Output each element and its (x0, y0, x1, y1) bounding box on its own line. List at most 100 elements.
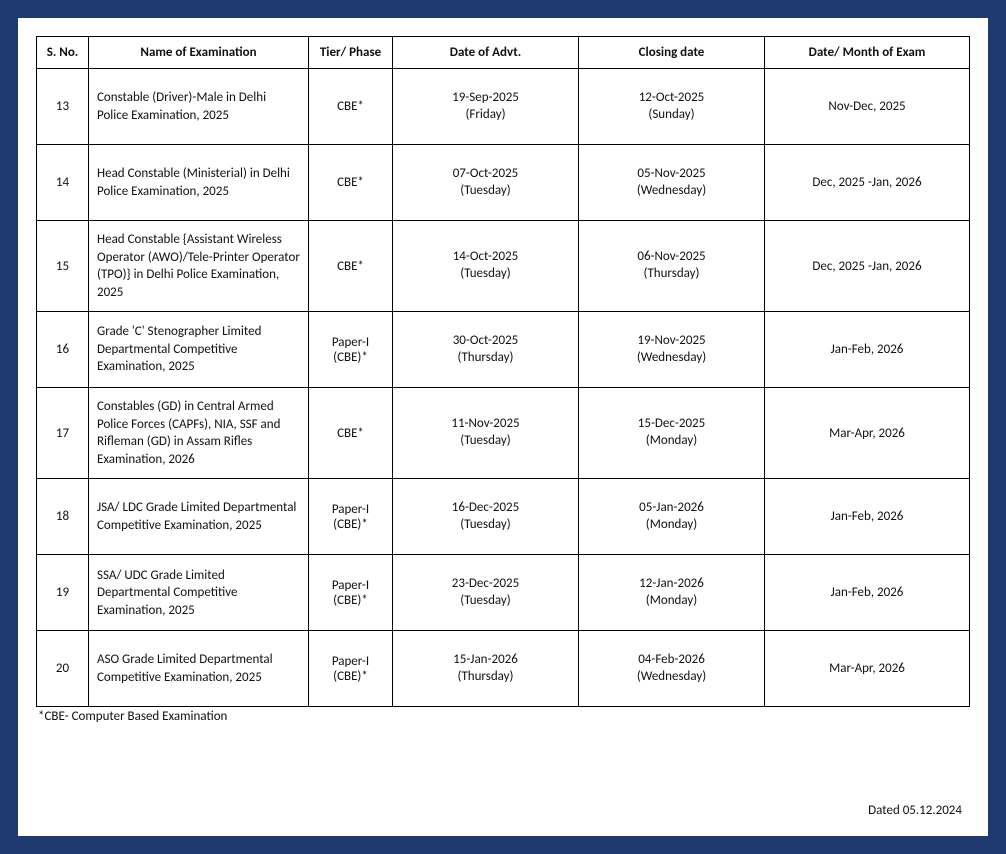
cell-sno: 20 (37, 631, 89, 707)
cell-sno: 16 (37, 312, 89, 388)
cell-sno: 13 (37, 69, 89, 145)
cell-name: JSA/ LDC Grade Limited Departmental Comp… (89, 479, 309, 555)
cell-close: 15-Dec-2025 (Monday) (579, 388, 765, 479)
cell-advt: 16-Dec-2025 (Tuesday) (393, 479, 579, 555)
cell-tier: Paper-I (CBE)* (309, 555, 393, 631)
close-day: (Monday) (587, 517, 756, 534)
close-date: 04-Feb-2026 (587, 652, 756, 669)
cell-name: Constables (GD) in Central Armed Police … (89, 388, 309, 479)
close-date: 12-Jan-2026 (587, 576, 756, 593)
advt-day: (Thursday) (401, 669, 570, 686)
advt-day: (Tuesday) (401, 433, 570, 450)
close-date: 05-Nov-2025 (587, 166, 756, 183)
table-header: S. No. Name of Examination Tier/ Phase D… (37, 37, 970, 69)
close-day: (Wednesday) (587, 669, 756, 686)
cell-close: 06-Nov-2025 (Thursday) (579, 221, 765, 312)
cell-close: 05-Jan-2026 (Monday) (579, 479, 765, 555)
advt-date: 14-Oct-2025 (401, 249, 570, 266)
cell-tier: Paper-I (CBE)* (309, 312, 393, 388)
cell-tier: Paper-I (CBE)* (309, 479, 393, 555)
advt-day: (Friday) (401, 107, 570, 124)
cell-sno: 18 (37, 479, 89, 555)
col-header-close: Closing date (579, 37, 765, 69)
cell-tier: CBE* (309, 69, 393, 145)
cell-advt: 30-Oct-2025 (Thursday) (393, 312, 579, 388)
close-date: 15-Dec-2025 (587, 416, 756, 433)
dated-text: Dated 05.12.2024 (868, 803, 962, 818)
table-row: 16 Grade 'C' Stenographer Limited Depart… (37, 312, 970, 388)
cell-close: 04-Feb-2026 (Wednesday) (579, 631, 765, 707)
close-day: (Wednesday) (587, 183, 756, 200)
advt-day: (Tuesday) (401, 517, 570, 534)
advt-day: (Tuesday) (401, 266, 570, 283)
table-row: 19 SSA/ UDC Grade Limited Departmental C… (37, 555, 970, 631)
col-header-name: Name of Examination (89, 37, 309, 69)
cell-tier: CBE* (309, 145, 393, 221)
cell-tier: CBE* (309, 221, 393, 312)
cell-tier: CBE* (309, 388, 393, 479)
cell-sno: 14 (37, 145, 89, 221)
cell-advt: 07-Oct-2025 (Tuesday) (393, 145, 579, 221)
close-day: (Monday) (587, 593, 756, 610)
cell-name: Head Constable {Assistant Wireless Opera… (89, 221, 309, 312)
advt-date: 15-Jan-2026 (401, 652, 570, 669)
table-row: 18 JSA/ LDC Grade Limited Departmental C… (37, 479, 970, 555)
cell-sno: 15 (37, 221, 89, 312)
close-day: (Thursday) (587, 266, 756, 283)
cell-name: ASO Grade Limited Departmental Competiti… (89, 631, 309, 707)
table-row: 13 Constable (Driver)-Male in Delhi Poli… (37, 69, 970, 145)
exam-schedule-table: S. No. Name of Examination Tier/ Phase D… (36, 36, 970, 707)
advt-date: 07-Oct-2025 (401, 166, 570, 183)
table-row: 14 Head Constable (Ministerial) in Delhi… (37, 145, 970, 221)
cell-close: 19-Nov-2025 (Wednesday) (579, 312, 765, 388)
table-body: 13 Constable (Driver)-Male in Delhi Poli… (37, 69, 970, 707)
cell-sno: 19 (37, 555, 89, 631)
close-day: (Wednesday) (587, 350, 756, 367)
col-header-exam: Date/ Month of Exam (765, 37, 970, 69)
table-row: 20 ASO Grade Limited Departmental Compet… (37, 631, 970, 707)
table-row: 17 Constables (GD) in Central Armed Poli… (37, 388, 970, 479)
advt-date: 30-Oct-2025 (401, 333, 570, 350)
cell-advt: 11-Nov-2025 (Tuesday) (393, 388, 579, 479)
close-day: (Monday) (587, 433, 756, 450)
close-day: (Sunday) (587, 107, 756, 124)
outer-border: S. No. Name of Examination Tier/ Phase D… (0, 0, 1006, 854)
advt-date: 11-Nov-2025 (401, 416, 570, 433)
cell-exam: Jan-Feb, 2026 (765, 479, 970, 555)
cell-name: SSA/ UDC Grade Limited Departmental Comp… (89, 555, 309, 631)
advt-date: 23-Dec-2025 (401, 576, 570, 593)
cell-advt: 23-Dec-2025 (Tuesday) (393, 555, 579, 631)
cell-name: Head Constable (Ministerial) in Delhi Po… (89, 145, 309, 221)
advt-day: (Tuesday) (401, 593, 570, 610)
cell-exam: Jan-Feb, 2026 (765, 555, 970, 631)
cell-close: 12-Jan-2026 (Monday) (579, 555, 765, 631)
cell-exam: Dec, 2025 -Jan, 2026 (765, 145, 970, 221)
table-row: 15 Head Constable {Assistant Wireless Op… (37, 221, 970, 312)
cell-advt: 15-Jan-2026 (Thursday) (393, 631, 579, 707)
cell-sno: 17 (37, 388, 89, 479)
advt-day: (Tuesday) (401, 183, 570, 200)
cell-exam: Mar-Apr, 2026 (765, 388, 970, 479)
close-date: 19-Nov-2025 (587, 333, 756, 350)
col-header-tier: Tier/ Phase (309, 37, 393, 69)
cell-close: 12-Oct-2025 (Sunday) (579, 69, 765, 145)
cell-exam: Nov-Dec, 2025 (765, 69, 970, 145)
cell-advt: 19-Sep-2025 (Friday) (393, 69, 579, 145)
footnote-cbe: *CBE- Computer Based Examination (36, 709, 970, 724)
cell-tier: Paper-I (CBE)* (309, 631, 393, 707)
cell-name: Grade 'C' Stenographer Limited Departmen… (89, 312, 309, 388)
col-header-advt: Date of Advt. (393, 37, 579, 69)
advt-day: (Thursday) (401, 350, 570, 367)
col-header-sno: S. No. (37, 37, 89, 69)
document-page: S. No. Name of Examination Tier/ Phase D… (18, 18, 988, 836)
cell-advt: 14-Oct-2025 (Tuesday) (393, 221, 579, 312)
advt-date: 16-Dec-2025 (401, 500, 570, 517)
cell-exam: Jan-Feb, 2026 (765, 312, 970, 388)
close-date: 12-Oct-2025 (587, 90, 756, 107)
cell-close: 05-Nov-2025 (Wednesday) (579, 145, 765, 221)
cell-exam: Mar-Apr, 2026 (765, 631, 970, 707)
advt-date: 19-Sep-2025 (401, 90, 570, 107)
close-date: 05-Jan-2026 (587, 500, 756, 517)
close-date: 06-Nov-2025 (587, 249, 756, 266)
cell-exam: Dec, 2025 -Jan, 2026 (765, 221, 970, 312)
